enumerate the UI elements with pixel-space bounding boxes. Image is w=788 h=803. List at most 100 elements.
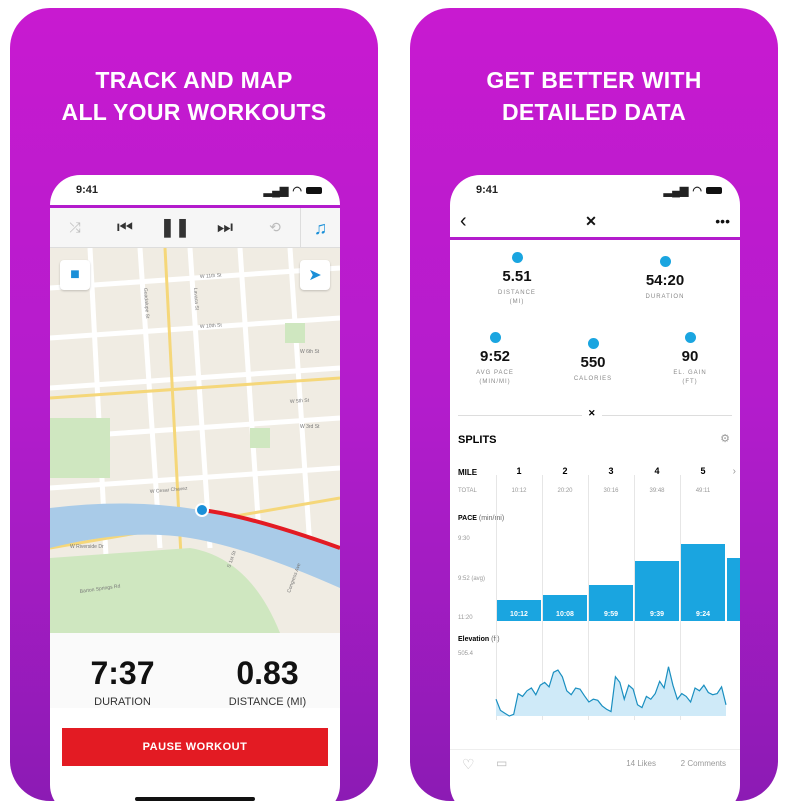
stat-label: DURATION [94, 696, 151, 708]
status-time: 9:41 [76, 184, 99, 196]
metric-calories: 550 CALORIES [548, 338, 638, 384]
metric-label-text: EL. GAIN [673, 370, 707, 376]
map-canvas: W 11th St W 10th St W 6th St W 5th St W … [50, 247, 340, 634]
metric-elevation-gain: 90 EL. GAIN (FT) [645, 332, 735, 387]
pace-bar-label: 10:08 [556, 611, 574, 618]
metric-label: DURATION [645, 294, 685, 300]
current-location-dot [195, 503, 209, 517]
stat-value: 7:37 [90, 655, 155, 691]
more-icon[interactable]: ••• [715, 213, 730, 229]
split-total: 30:16 [603, 488, 619, 494]
street-label: Congress Ave [286, 562, 302, 593]
split-total: 10:12 [511, 488, 527, 494]
locate-button[interactable]: ➤ [300, 260, 330, 290]
heart-icon[interactable]: ♡ [462, 756, 475, 772]
metric-value: 550 [580, 354, 606, 371]
mile-label: MILE [458, 468, 478, 477]
metric-value: 54:20 [645, 272, 685, 289]
pace-bar[interactable]: 9:39 [635, 561, 679, 621]
shoe-icon [511, 252, 523, 263]
split-total: 20:20 [557, 488, 573, 494]
street-label: Lavaca St [192, 288, 200, 311]
comments-count[interactable]: 2 Comments [680, 759, 726, 768]
wifi-icon: ◠ [292, 184, 302, 197]
elevation-unit: (ft) [491, 636, 500, 643]
camera-button[interactable]: ■ [60, 260, 90, 290]
splits-section: SPLITS ⚙ MILE TOTAL › PACE (min/mi) 9:30… [450, 420, 740, 720]
signal-icon: ▂▄▆ [663, 184, 689, 197]
metric-label: EL. GAIN (FT) [645, 369, 735, 387]
settings-gear-icon[interactable]: ⚙ [720, 433, 730, 445]
split-gridline [588, 475, 589, 720]
next-track-icon[interactable]: ⏭ [216, 217, 234, 237]
pause-workout-button[interactable]: PAUSE WORKOUT [62, 728, 328, 766]
pace-bar[interactable]: 9:59 [589, 585, 633, 621]
brand-bar [450, 237, 740, 240]
street-label: W 6th St [300, 349, 320, 355]
street-label: W 10th St [200, 322, 223, 330]
split-gridline [634, 475, 635, 720]
elevation-axis-label: 505.4 [458, 651, 474, 657]
likes-count[interactable]: 14 Likes [626, 759, 656, 768]
back-icon[interactable]: ‹ [460, 209, 467, 232]
pause-icon[interactable]: ❚❚ [159, 217, 191, 237]
shuffle-icon[interactable]: ⤮ [69, 219, 81, 235]
phone-screen: 9:41 ▂▄▆ ◠ ⤮ ⏮ ❚❚ ⏭ ⟲ ♫ W 11th St W 10th S… [50, 175, 340, 801]
pace-title: PACE (min/mi) [458, 515, 504, 522]
street-label: W 3rd St [300, 424, 320, 430]
social-footer: ♡ ▭ 14 Likes 2 Comments [450, 749, 740, 779]
split-mile: 3 [608, 466, 614, 476]
pace-bar[interactable]: 9:24 [681, 544, 725, 621]
splits-title: SPLITS [458, 434, 497, 446]
street-label: W 5th St [290, 398, 310, 405]
headline-line: TRACK AND MAP [95, 67, 293, 93]
split-gridline [542, 475, 543, 720]
map[interactable]: W 11th St W 10th St W 6th St W 5th St W … [50, 247, 340, 634]
pace-bar-label: 9:59 [603, 611, 618, 618]
workout-metrics: 5.51 DISTANCE (MI) 54:20 DURATION 9:52 AVG P… [450, 240, 740, 420]
status-time: 9:41 [476, 184, 499, 196]
headline: GET BETTER WITH DETAILED DATA [410, 64, 778, 128]
pace-axis-label: 9:52 (avg) [458, 576, 486, 582]
comment-icon[interactable]: ▭ [496, 756, 508, 770]
split-gridline [680, 475, 681, 720]
pace-bar-label: 9:24 [695, 611, 710, 618]
camera-icon: ■ [70, 266, 80, 283]
stat-value: 0.83 [236, 655, 299, 691]
pace-unit: (min/mi) [478, 515, 505, 522]
split-mile: 2 [562, 466, 568, 476]
street-label: W 11th St [200, 272, 223, 280]
under-armour-logo-icon: ✕ [585, 212, 597, 229]
status-bar: 9:41 ▂▄▆ ◠ [450, 175, 740, 205]
pace-bar[interactable]: 10:08 [543, 595, 587, 621]
under-armour-logo-icon: ✕ [582, 408, 602, 419]
street-label: S 1st St [226, 550, 238, 569]
pace-bar-label: 10:12 [510, 611, 528, 618]
elevation-chart [495, 666, 727, 717]
route-line [201, 508, 340, 550]
wifi-icon: ◠ [692, 184, 702, 197]
signal-icon: ▂▄▆ [263, 184, 289, 197]
pace-bar[interactable]: 10:12 [497, 600, 541, 621]
battery-icon [306, 186, 322, 194]
split-total: 49:11 [695, 488, 711, 494]
metric-unit: (MIN/MI) [479, 379, 511, 385]
elevation-title-text: Elevation [458, 636, 490, 643]
headline-line: GET BETTER WITH [486, 67, 702, 93]
metric-unit: (MI) [509, 299, 525, 305]
elevation-area [496, 666, 726, 716]
previous-track-icon[interactable]: ⏮ [116, 217, 134, 237]
pace-icon [489, 332, 501, 343]
distance-stat: 0.83 DISTANCE (MI) [195, 655, 340, 708]
metric-value: 90 [681, 348, 699, 365]
elevation-title: Elevation (ft) [458, 636, 500, 643]
brand-bar [50, 205, 340, 208]
pace-axis-label: 9:30 [458, 536, 470, 542]
chevron-right-icon[interactable]: › [732, 466, 736, 477]
metric-duration: 54:20 DURATION [620, 256, 710, 302]
elevation-icon [684, 332, 696, 343]
music-icon[interactable]: ♫ [300, 207, 340, 248]
stopwatch-icon [659, 256, 671, 267]
repeat-icon[interactable]: ⟲ [269, 219, 281, 235]
total-label: TOTAL [458, 488, 477, 494]
